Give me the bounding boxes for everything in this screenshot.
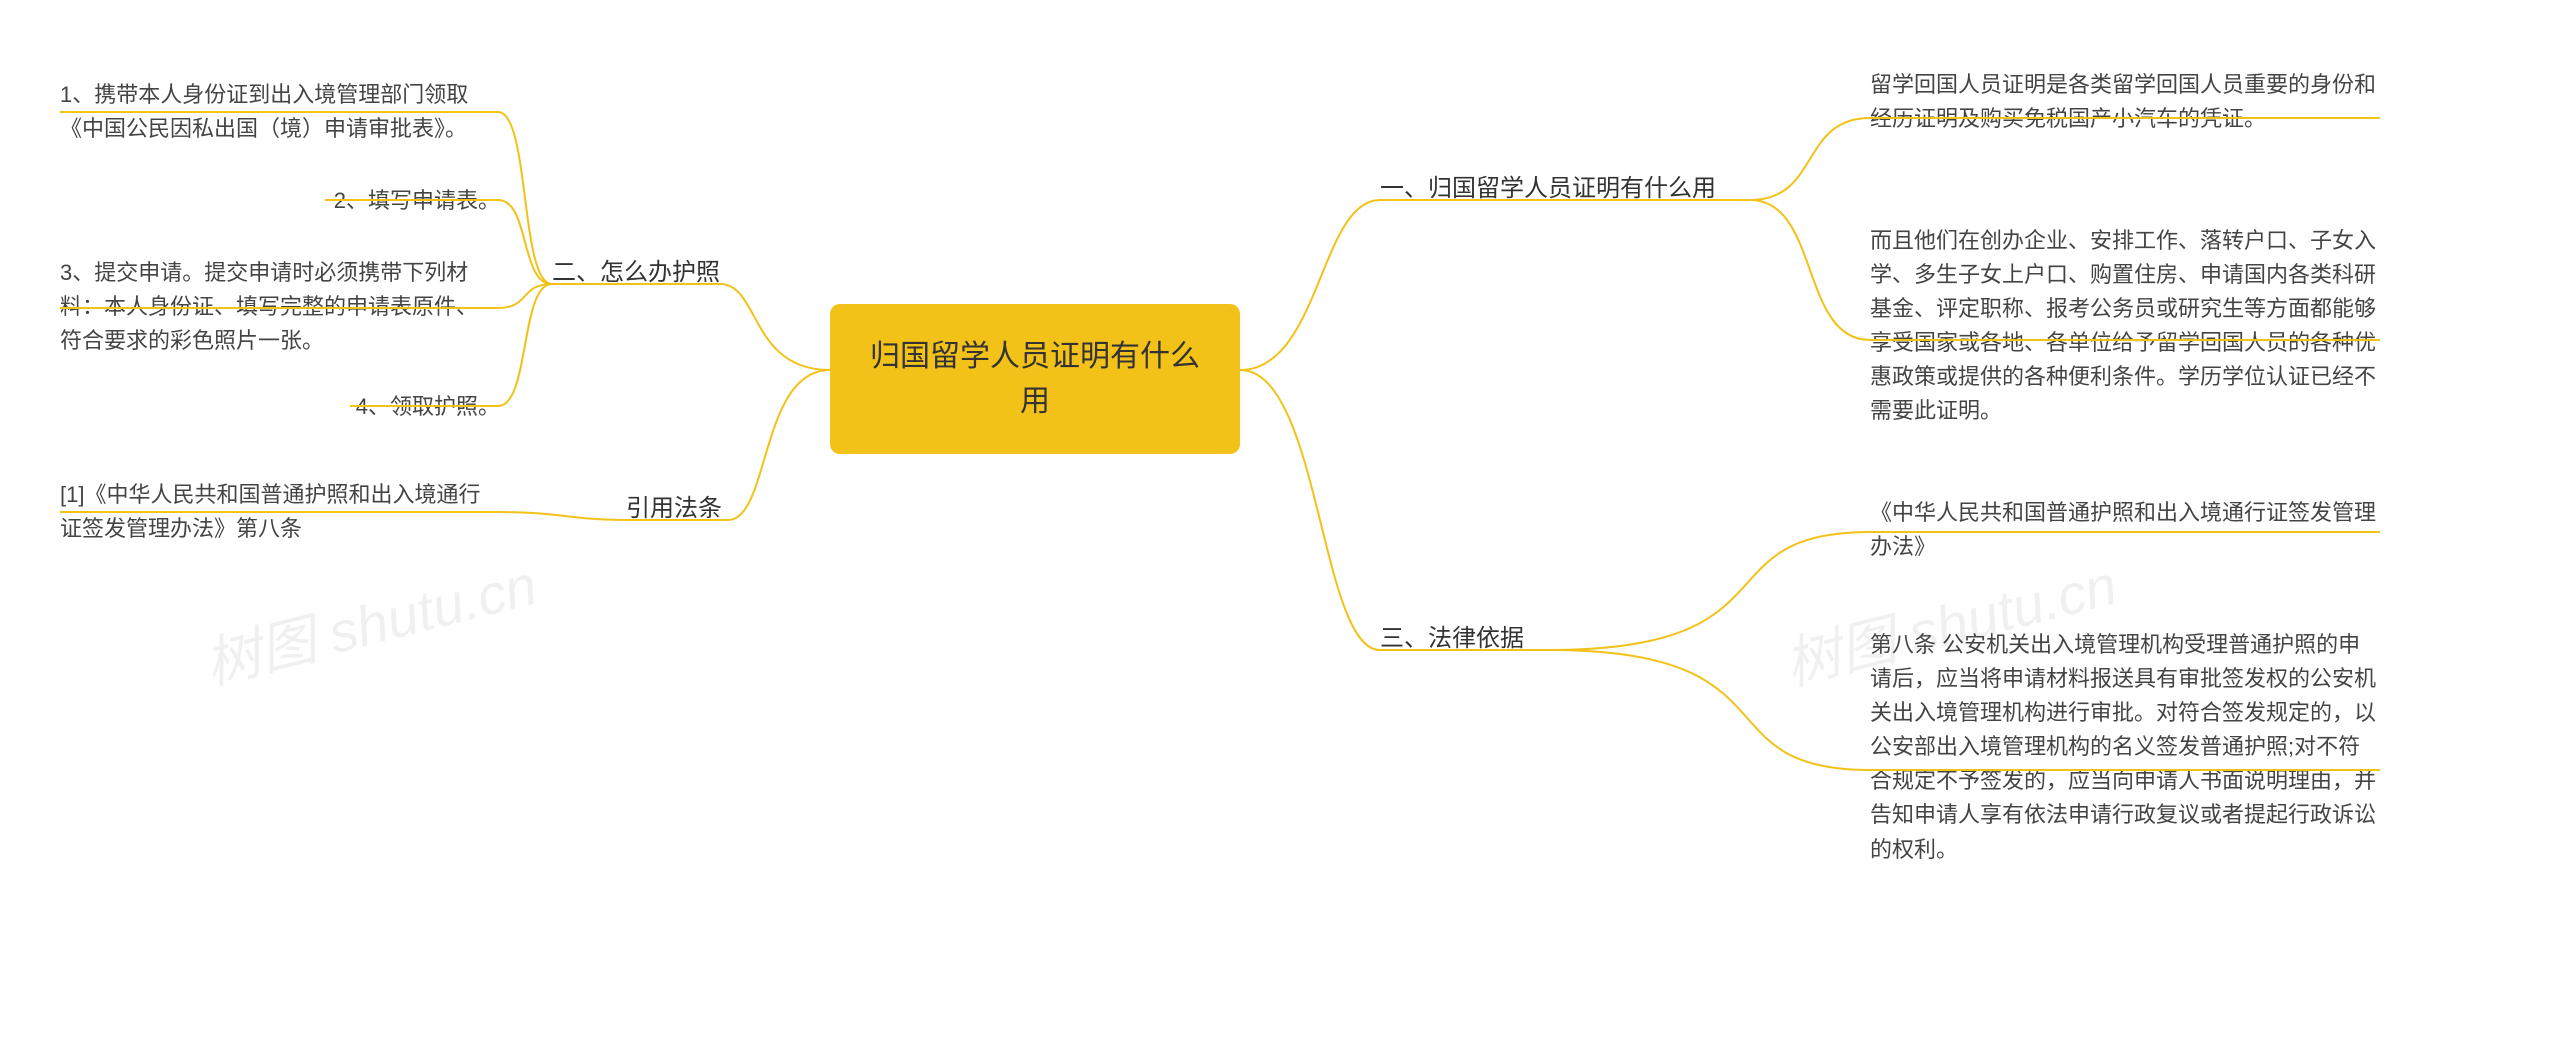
branch-1-leaf-2: 而且他们在创办企业、安排工作、落转户口、子女入学、多生子女上户口、购置住房、申请… bbox=[1870, 224, 2380, 429]
branch-1-leaf-1: 留学回国人员证明是各类留学回国人员重要的身份和经历证明及购买免税国产小汽车的凭证… bbox=[1870, 68, 2380, 136]
branch-2-leaf-1: 1、携带本人身份证到出入境管理部门领取《中国公民因私出国（境）申请审批表》。 bbox=[60, 78, 498, 146]
branch-cite-leaf-1: [1]《中华人民共和国普通护照和出入境通行证签发管理办法》第八条 bbox=[60, 478, 498, 546]
branch-3-leaf-2: 第八条 公安机关出入境管理机构受理普通护照的申请后，应当将申请材料报送具有审批签… bbox=[1870, 628, 2380, 867]
watermark: 树图 shutu.cn bbox=[195, 540, 544, 701]
branch-2-leaf-3: 3、提交申请。提交申请时必须携带下列材料：本人身份证、填写完整的申请表原件、符合… bbox=[60, 256, 498, 358]
branch-3-leaf-1: 《中华人民共和国普通护照和出入境通行证签发管理办法》 bbox=[1870, 496, 2380, 564]
branch-3: 三、法律依据 bbox=[1380, 620, 1524, 657]
branch-2-leaf-2: 2、填写申请表。 bbox=[325, 184, 500, 218]
branch-cite: 引用法条 bbox=[626, 490, 722, 527]
branch-2: 二、怎么办护照 bbox=[552, 254, 720, 291]
root-line2: 用 bbox=[1020, 385, 1050, 418]
root-line1: 归国留学人员证明有什么 bbox=[870, 340, 1200, 373]
branch-2-leaf-4: 4、领取护照。 bbox=[350, 390, 500, 424]
root-node: 归国留学人员证明有什么 用 bbox=[830, 304, 1240, 454]
branch-1: 一、归国留学人员证明有什么用 bbox=[1380, 170, 1716, 207]
